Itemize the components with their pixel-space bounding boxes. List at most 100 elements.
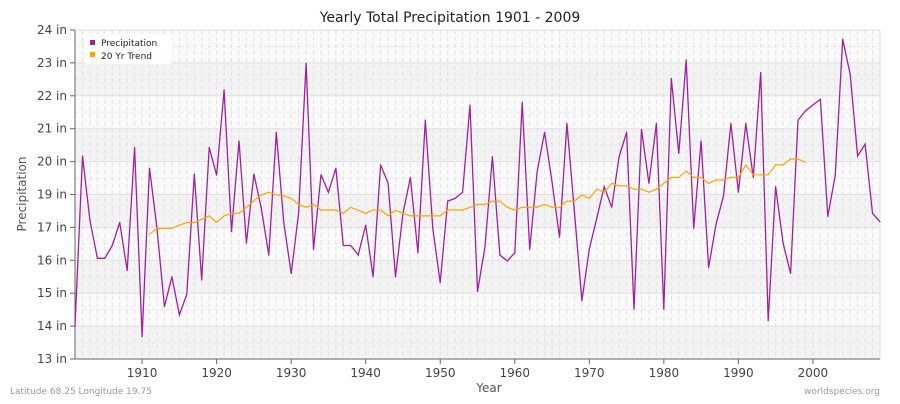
trend-point — [432, 215, 434, 217]
trend-point — [424, 215, 426, 217]
trend-point — [573, 200, 575, 202]
trend-point — [625, 185, 628, 187]
trend-point — [208, 215, 210, 217]
precipitation-point — [775, 186, 777, 188]
trend-point — [305, 206, 307, 208]
trend-point — [230, 212, 233, 214]
precipitation-point — [499, 254, 501, 256]
trend-point — [707, 182, 710, 184]
trend-point — [618, 185, 620, 187]
x-tick-label: 1980 — [649, 366, 680, 380]
trend-point — [417, 215, 419, 217]
precipitation-point — [543, 131, 546, 133]
x-axis-label: Year — [475, 381, 501, 395]
trend-point — [402, 212, 404, 214]
precipitation-point — [789, 272, 792, 275]
trend-point — [201, 218, 203, 220]
trend-point — [275, 194, 277, 196]
precipitation-point — [722, 195, 725, 197]
x-tick-label: 2000 — [798, 366, 829, 380]
trend-point — [715, 179, 717, 181]
y-tick-label: 15 in — [37, 286, 67, 300]
precipitation-point — [439, 282, 441, 284]
footer-source[interactable]: worldspecies.org — [804, 387, 880, 397]
precipitation-point — [417, 252, 419, 254]
precipitation-point — [476, 290, 479, 293]
precipitation-point — [678, 152, 680, 154]
precipitation-point — [819, 98, 821, 101]
trend-point — [447, 209, 449, 211]
precipitation-point — [141, 336, 143, 338]
y-tick-label: 22 in — [37, 89, 67, 103]
precipitation-point — [521, 101, 523, 103]
precipitation-point — [312, 248, 315, 251]
y-axis-label: Precipitation — [15, 156, 29, 231]
precipitation-point — [186, 293, 188, 295]
trend-point — [342, 212, 344, 214]
precipitation-point — [387, 182, 389, 184]
trend-point — [372, 209, 374, 211]
trend-point — [693, 176, 695, 178]
trend-point — [476, 203, 479, 205]
precipitation-point — [782, 242, 784, 244]
trend-point — [223, 215, 225, 217]
precipitation-point — [536, 171, 538, 173]
precipitation-point — [700, 140, 702, 142]
trend-point — [268, 191, 270, 193]
trend-point — [148, 233, 151, 235]
trend-point — [320, 209, 322, 211]
trend-point — [737, 176, 739, 178]
trend-point — [461, 209, 464, 211]
precipitation-point — [268, 254, 270, 256]
precipitation-point — [670, 77, 672, 79]
precipitation-point — [715, 223, 717, 226]
precipitation-point — [633, 308, 635, 310]
trend-point — [536, 206, 538, 208]
y-tick-label: 17 in — [37, 220, 67, 234]
precipitation-point — [760, 71, 762, 74]
precipitation-point — [126, 269, 128, 272]
trend-point — [633, 188, 635, 190]
precipitation-point — [842, 38, 844, 40]
precipitation-point — [454, 197, 456, 200]
trend-point — [283, 195, 285, 197]
precipitation-point — [335, 167, 337, 169]
precipitation-point — [618, 156, 620, 158]
precipitation-point — [551, 181, 553, 183]
precipitation-point — [357, 254, 359, 256]
precipitation-point — [275, 131, 277, 133]
precipitation-point — [171, 276, 173, 278]
precipitation-point — [834, 174, 836, 176]
trend-point — [789, 158, 792, 160]
trend-point — [767, 174, 769, 176]
precipitation-point — [305, 62, 307, 64]
precipitation-point — [864, 143, 866, 145]
precipitation-point — [409, 176, 412, 178]
trend-point — [558, 206, 561, 208]
precipitation-point — [432, 227, 434, 229]
trend-point — [566, 200, 568, 202]
trend-point — [588, 197, 590, 200]
trend-point — [178, 224, 180, 226]
precipitation-point — [365, 224, 367, 226]
precipitation-point — [797, 119, 799, 121]
precipitation-point — [484, 246, 486, 248]
trend-point — [327, 209, 330, 211]
precipitation-point — [603, 186, 605, 188]
trend-point — [216, 221, 218, 224]
x-tick-label: 1930 — [276, 366, 307, 380]
precipitation-point — [804, 110, 807, 112]
trend-point — [752, 174, 754, 176]
trend-point — [357, 209, 359, 211]
footer-location: Latitude 68.25 Longitude 19.75 — [10, 387, 152, 397]
precipitation-point — [737, 191, 739, 193]
trend-point — [730, 176, 732, 178]
legend-label-precipitation: Precipitation — [101, 39, 157, 49]
y-tick-label: 24 in — [37, 23, 67, 37]
precipitation-point — [447, 200, 449, 202]
chart-title: Yearly Total Precipitation 1901 - 2009 — [319, 10, 581, 26]
trend-point — [380, 209, 382, 211]
x-tick-label: 1990 — [723, 366, 754, 380]
precipitation-point — [178, 314, 180, 316]
